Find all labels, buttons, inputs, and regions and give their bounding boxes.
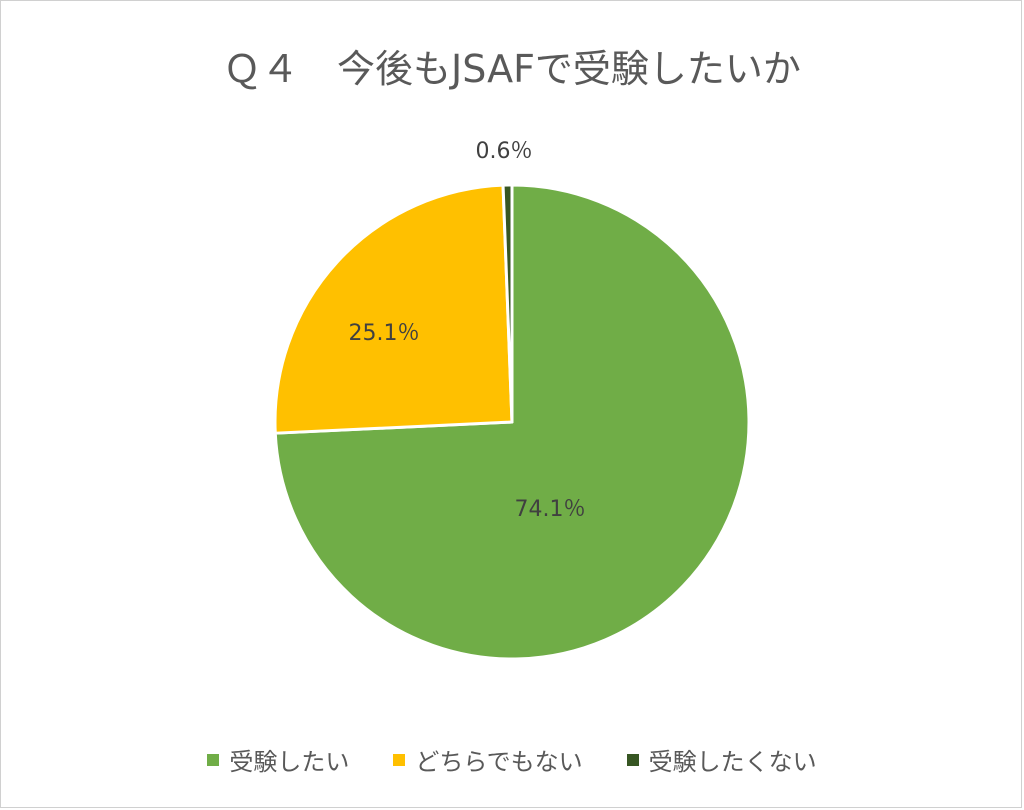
pie-slice-2 [501, 183, 514, 424]
legend-item-0: 受験したい [207, 742, 349, 777]
legend-item-1: どちらでもない [393, 742, 583, 777]
legend-swatch-2 [626, 753, 639, 766]
legend-swatch-1 [393, 753, 406, 766]
legend: 受験したい どちらでもない 受験したくない [0, 742, 1024, 777]
legend-label-1: どちらでもない [415, 748, 583, 776]
chart-title: Ｑ４ 今後もJSAFで受験したいか [223, 47, 801, 91]
legend-label-0: 受験したい [229, 748, 350, 776]
pie-slice-1 [273, 183, 514, 435]
legend-swatch-0 [207, 753, 220, 766]
data-label-0: 74.1％ [515, 497, 586, 522]
data-label-2: 0.6％ [476, 139, 533, 164]
legend-label-2: 受験したくない [648, 748, 817, 776]
legend-item-2: 受験したくない [626, 742, 817, 777]
data-label-1: 25.1％ [349, 321, 420, 346]
